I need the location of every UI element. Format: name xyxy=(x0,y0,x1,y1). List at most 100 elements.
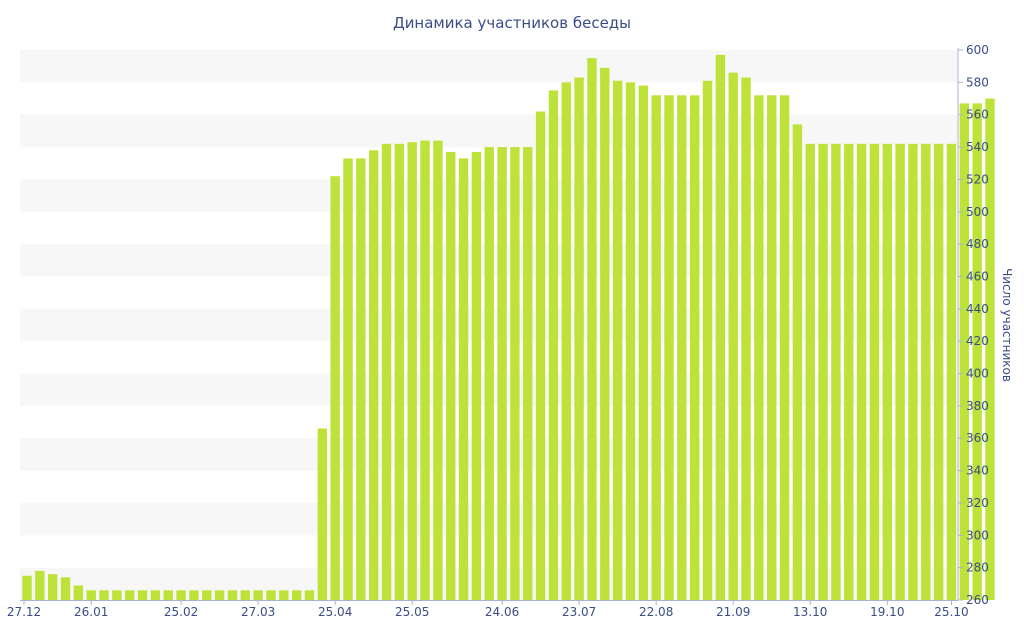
bar xyxy=(163,590,173,600)
x-axis: 27.12 26.01 25.02 27.03 25.04 25.05 24.06 23.07… xyxy=(7,600,969,619)
y-tick-label: 480 xyxy=(966,237,989,251)
bar xyxy=(150,590,161,600)
bar xyxy=(882,143,892,600)
y-tick-label: 560 xyxy=(966,108,989,122)
bar xyxy=(561,82,571,601)
bar xyxy=(99,590,109,600)
bar xyxy=(202,590,212,600)
bar xyxy=(510,147,520,600)
y-tick-label: 340 xyxy=(966,464,989,478)
bar xyxy=(497,147,507,600)
y-tick-label: 440 xyxy=(966,302,989,316)
bar xyxy=(779,95,790,600)
x-tick-label: 25.04 xyxy=(318,605,352,619)
bar xyxy=(73,585,84,600)
bar xyxy=(767,95,777,600)
bar xyxy=(189,590,199,600)
bar xyxy=(407,142,417,600)
y-tick-label: 320 xyxy=(966,496,989,510)
bar xyxy=(291,590,302,600)
y-tick-label: 500 xyxy=(966,205,989,219)
y-tick-label: 580 xyxy=(966,75,989,89)
bar xyxy=(625,82,636,601)
y-axis: 260 280 300 320 340 360 380 400 420 440 460 480 500 5… xyxy=(957,43,989,607)
bar xyxy=(754,95,764,600)
bar xyxy=(227,590,238,600)
bar xyxy=(638,85,649,601)
bar xyxy=(214,590,225,600)
bar xyxy=(356,158,366,600)
bar xyxy=(895,143,905,600)
bar xyxy=(433,140,443,600)
x-tick-label: 22.08 xyxy=(639,605,673,619)
x-tick-label: 25.10 xyxy=(934,605,968,619)
y-tick-label: 420 xyxy=(966,334,989,348)
x-tick-label: 27.03 xyxy=(241,605,275,619)
bar xyxy=(35,570,45,600)
bar xyxy=(125,590,135,600)
bar xyxy=(702,80,713,601)
bar xyxy=(60,577,71,600)
bar xyxy=(137,590,148,600)
x-tick-label: 19.10 xyxy=(870,605,904,619)
bar xyxy=(266,590,276,600)
bar xyxy=(458,158,469,600)
bar xyxy=(47,574,58,600)
x-tick-label: 21.09 xyxy=(716,605,750,619)
bar xyxy=(689,95,700,600)
y-tick-label: 600 xyxy=(966,43,989,57)
bar xyxy=(792,124,803,600)
x-tick-label: 26.01 xyxy=(74,605,108,619)
y-tick-label: 400 xyxy=(966,367,989,381)
bar xyxy=(22,575,32,600)
bar xyxy=(330,176,340,600)
bars xyxy=(22,54,995,601)
x-tick-label: 24.06 xyxy=(485,605,519,619)
y-tick-label: 280 xyxy=(966,561,989,575)
y-tick-label: 540 xyxy=(966,140,989,154)
bar xyxy=(869,143,880,600)
y-axis-title: Число участников xyxy=(1000,268,1014,382)
bar xyxy=(112,590,122,600)
x-tick-label: 25.02 xyxy=(164,605,198,619)
bar xyxy=(587,58,597,600)
bar xyxy=(420,140,430,600)
bar xyxy=(176,590,186,600)
bar xyxy=(972,103,982,600)
bar xyxy=(715,54,726,601)
bar xyxy=(805,143,815,600)
y-tick-label: 300 xyxy=(966,528,989,542)
grid-band xyxy=(20,114,957,148)
bar xyxy=(523,147,533,600)
bar xyxy=(343,158,353,600)
bar xyxy=(279,590,289,600)
x-tick-label: 25.05 xyxy=(395,605,429,619)
chart-title: Динамика участников беседы xyxy=(393,14,631,32)
bar xyxy=(304,590,315,600)
bar xyxy=(612,80,623,601)
bar xyxy=(240,590,250,600)
bar xyxy=(394,143,405,600)
y-tick-label: 460 xyxy=(966,269,989,283)
bar xyxy=(908,143,918,600)
bar xyxy=(921,143,931,600)
bar xyxy=(368,150,379,601)
y-tick-label: 520 xyxy=(966,172,989,186)
grid-band xyxy=(20,50,957,83)
bar xyxy=(600,67,610,601)
bar xyxy=(86,590,96,600)
bar xyxy=(381,143,392,600)
bar xyxy=(959,103,970,600)
bar xyxy=(818,143,828,600)
bar xyxy=(253,590,263,600)
x-tick-label: 13.10 xyxy=(793,605,827,619)
bar xyxy=(946,143,957,600)
bar xyxy=(317,428,328,600)
bar xyxy=(856,143,867,600)
x-tick-label: 27.12 xyxy=(7,605,41,619)
bar xyxy=(664,95,674,600)
bar xyxy=(535,111,546,600)
bar xyxy=(933,143,944,600)
bar xyxy=(574,77,584,600)
